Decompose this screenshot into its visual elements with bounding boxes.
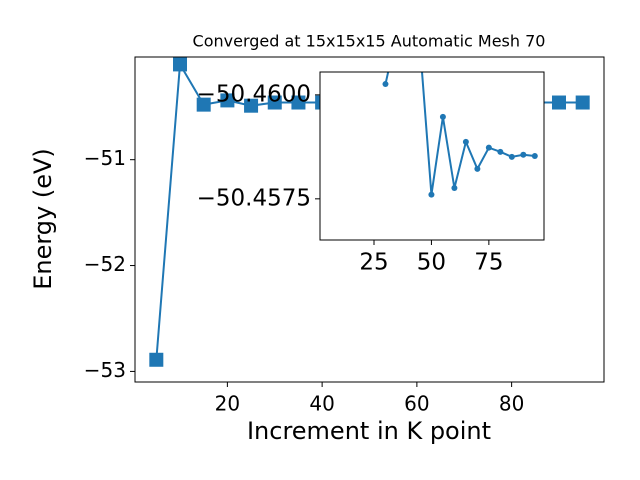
marker — [382, 81, 389, 88]
marker — [220, 93, 235, 108]
x-tick-label: 25 — [359, 250, 388, 276]
marker — [267, 95, 282, 110]
x-tick-label: 75 — [474, 250, 503, 276]
plot-area — [320, 72, 544, 240]
x-tick-label: 80 — [499, 392, 524, 416]
x-tick-label: 40 — [309, 392, 334, 416]
axes-frame — [134, 56, 605, 383]
marker — [244, 98, 259, 113]
axes-frame — [319, 71, 545, 241]
marker — [291, 95, 306, 110]
marker — [196, 97, 211, 112]
x-tick-label: 60 — [404, 392, 429, 416]
marker — [173, 57, 188, 72]
x-tick-label: 20 — [215, 392, 240, 416]
marker — [520, 151, 527, 158]
marker — [149, 352, 164, 367]
marker — [451, 185, 458, 192]
y-tick-label: −50.4600 — [197, 81, 311, 107]
marker — [531, 153, 538, 159]
chart-title: Converged at 15x15x15 Automatic Mesh 70 — [193, 32, 546, 51]
marker — [575, 95, 590, 110]
plot-content — [382, 72, 538, 198]
marker — [428, 191, 435, 198]
marker — [497, 148, 504, 155]
y-axis-label: Energy (eV) — [29, 148, 57, 290]
marker — [485, 144, 492, 151]
marker — [551, 95, 566, 110]
y-tick-label: −52 — [84, 252, 126, 276]
y-tick-label: −53 — [84, 358, 126, 382]
marker — [462, 138, 469, 145]
x-tick-label: 50 — [417, 250, 446, 276]
marker — [439, 113, 446, 120]
marker — [474, 165, 481, 172]
y-tick-label: −51 — [84, 146, 126, 170]
y-tick-label: −50.4575 — [197, 185, 311, 211]
marker — [508, 153, 515, 160]
x-axis-label: Increment in K point — [247, 417, 491, 445]
